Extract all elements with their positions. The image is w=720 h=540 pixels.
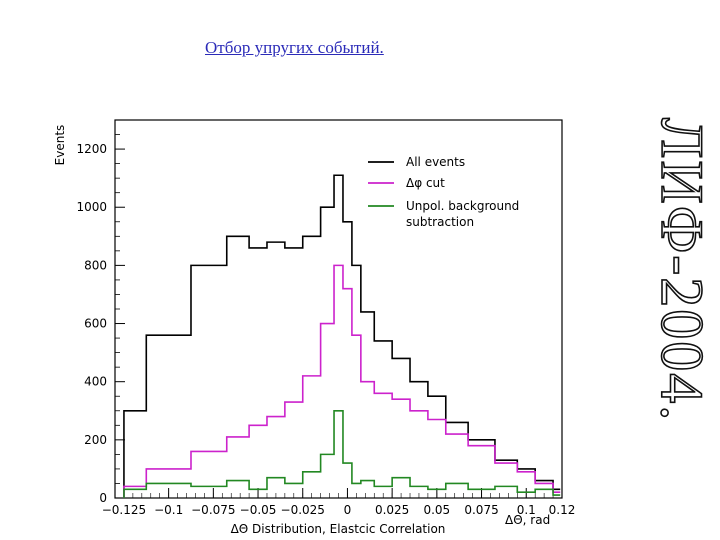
legend-label: Δφ cut [406,176,445,190]
y-tick-label: 1000 [76,200,107,214]
y-tick-label: 0 [99,491,107,505]
slide-title: Отбор упругих событий. [205,38,384,57]
x-tick-label: 0.025 [375,503,409,517]
y-tick-label: 400 [84,375,107,389]
x-axis-units: ΔΘ, rad [505,513,550,527]
x-tick-label: 0.12 [549,503,576,517]
x-tick-label: 0 [344,503,352,517]
series-line-1 [123,264,561,498]
plot-area: 0 200 400 600 800 1000 1200 −0.125 −0.1 −0.075 −0.… [53,119,576,536]
y-tick-label: 600 [84,317,107,331]
series-line-2 [123,409,561,498]
x-tick-label: 0.1 [517,503,536,517]
y-tick-label: 200 [84,433,107,447]
x-tick-label: −0.05 [240,503,277,517]
x-tick-label: −0.125 [102,503,146,517]
x-tick-label: −0.025 [281,503,325,517]
y-tick-label: 1200 [76,142,107,156]
legend-label: Unpol. background [406,199,519,213]
x-tick-label: −0.1 [154,503,183,517]
y-axis-title: Events [53,125,67,166]
x-tick-label: −0.075 [191,503,235,517]
x-tick-label: 0.075 [464,503,498,517]
x-tick-label: 0.05 [423,503,450,517]
x-axis-title: ΔΘ Distribution, Elastcic Correlation [231,522,446,536]
legend-label: All events [406,155,465,169]
y-tick-label: 800 [84,258,107,272]
legend-label: subtraction [406,215,474,229]
